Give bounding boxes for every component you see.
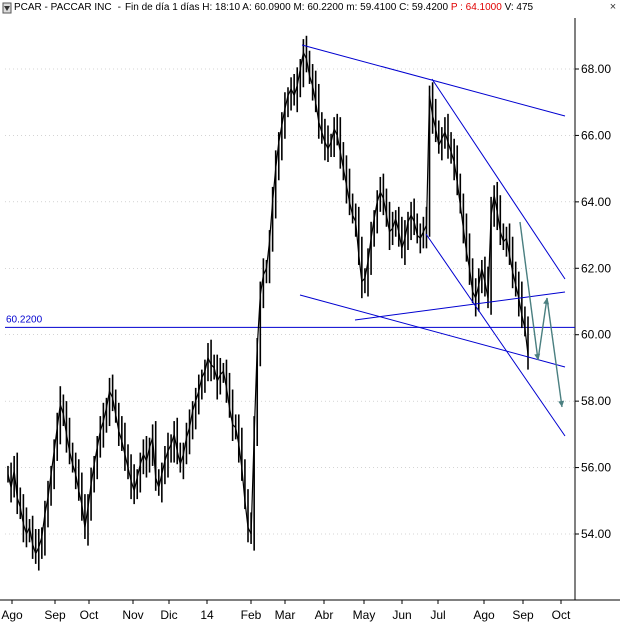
- ref-line-label: 60.2200: [6, 314, 43, 325]
- h-value: H: 18:10: [202, 2, 241, 13]
- x-tick-label: Sep: [44, 608, 66, 622]
- x-tick-label: Oct: [552, 608, 571, 622]
- x-tick-label: Jun: [392, 608, 411, 622]
- grid: [0, 18, 620, 601]
- close-button[interactable]: ×: [609, 1, 617, 13]
- y-tick-label: 62.00: [581, 261, 611, 275]
- collapse-icon[interactable]: [2, 2, 12, 14]
- p-value: P : 64.1000: [450, 2, 502, 13]
- v-value: V: 475: [504, 2, 534, 13]
- trendline-support: [354, 291, 566, 321]
- x-tick-label: Dic: [160, 608, 177, 622]
- x-tick-label: Mar: [275, 608, 296, 622]
- x-tick-label: May: [353, 608, 376, 622]
- x-tick-label: Jul: [430, 608, 445, 622]
- a-value: A: 60.0900: [242, 2, 291, 13]
- projection-arrowhead: [534, 353, 541, 360]
- x-tick-label: Abr: [315, 608, 334, 622]
- y-tick-label: 56.00: [581, 461, 611, 475]
- x-tick-label: 14: [200, 608, 214, 622]
- x-tick-label: Feb: [241, 608, 262, 622]
- y-tick-label: 58.00: [581, 394, 611, 408]
- y-tick-label: 68.00: [581, 62, 611, 76]
- projection-segment: [519, 221, 539, 361]
- y-tick-label: 60.00: [581, 328, 611, 342]
- x-axis: Ago Sep Oct Nov Dic 14 Feb Mar Abr May Jun Jul Ago Se…: [1, 600, 571, 622]
- projection-arrowhead: [543, 298, 550, 305]
- x-tick-label: Ago: [473, 608, 495, 622]
- period-label: Fin de día 1 días: [124, 2, 200, 13]
- trendline-channel-lower: [425, 233, 566, 437]
- projection-segment: [546, 297, 563, 408]
- y-tick-label: 66.00: [581, 128, 611, 142]
- chart-header: PCAR - PACCAR INC - Fin de día 1 días H: 1…: [0, 0, 620, 16]
- reference-line: 60.2200: [5, 314, 575, 328]
- symbol-label: PCAR - PACCAR INC: [14, 2, 112, 13]
- c-value: C: 59.4200: [399, 2, 449, 13]
- y-axis: 54.00 56.00 58.00 60.00 62.00 64.00 66.00 68.00: [575, 62, 611, 541]
- m-value: M: 60.2200: [293, 2, 344, 13]
- x-tick-label: Ago: [1, 608, 23, 622]
- y-tick-label: 54.00: [581, 527, 611, 541]
- trendline-channel-upper: [431, 78, 566, 280]
- projection-path: [519, 221, 565, 408]
- projection-arrowhead: [558, 400, 565, 407]
- trendlines: [299, 44, 566, 437]
- projection-segment: [537, 297, 548, 361]
- x-tick-label: Nov: [122, 608, 143, 622]
- x-tick-label: Oct: [80, 608, 99, 622]
- price-line: [7, 50, 529, 556]
- x-tick-label: Sep: [512, 608, 534, 622]
- m2-value: m: 59.4100: [346, 2, 397, 13]
- trendline-lower: [299, 294, 566, 368]
- price-series: [7, 35, 529, 571]
- y-tick-label: 64.00: [581, 195, 611, 209]
